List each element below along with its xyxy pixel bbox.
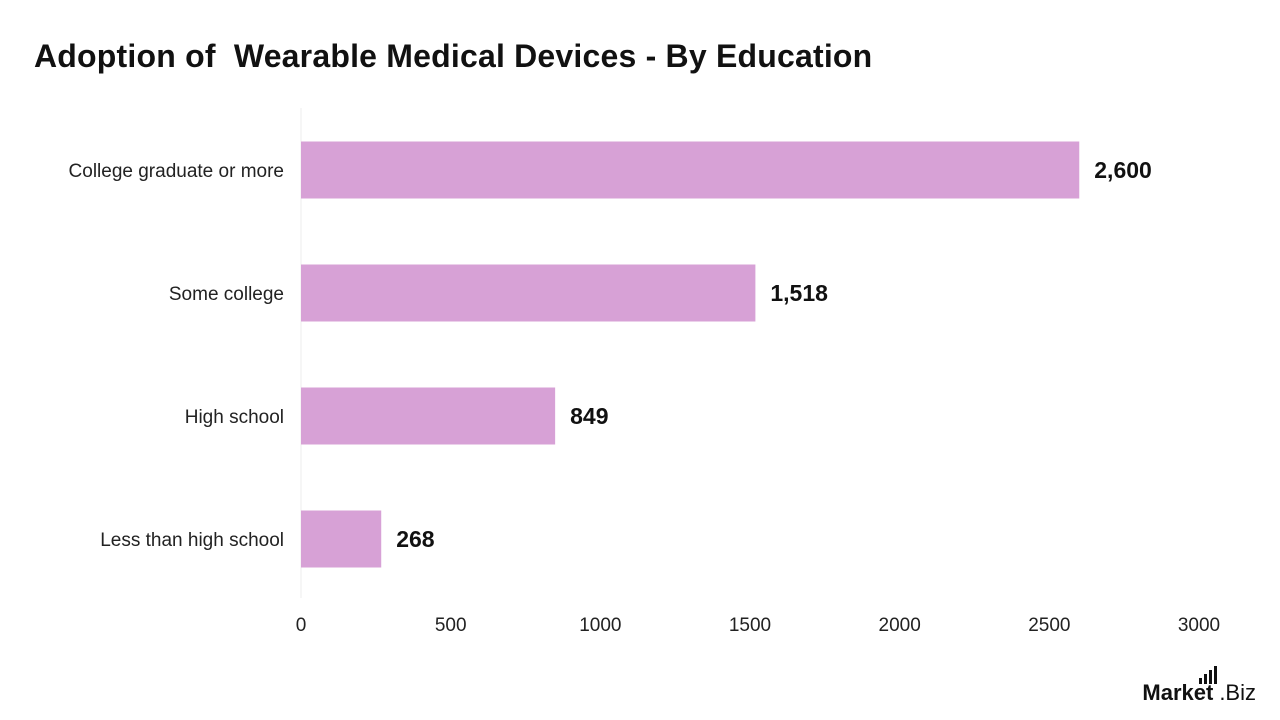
x-axis-ticks: 0 500 1000 1500 2000 2500 3000 — [296, 615, 1220, 636]
bar-high-school — [301, 387, 556, 445]
x-tick-label-0: 0 — [296, 615, 307, 636]
bar-college-graduate-or-more — [301, 141, 1080, 199]
category-labels: College graduate or more Some college High… — [69, 161, 284, 551]
x-tick-label-1000: 1000 — [579, 615, 621, 636]
category-label-high-school: High school — [185, 407, 284, 428]
data-labels: 2,600 1,518 849 268 — [396, 157, 1152, 552]
x-tick-label-2000: 2000 — [879, 615, 921, 636]
category-label-less-than-high-school: Less than high school — [100, 530, 284, 551]
bar-some-college — [301, 264, 756, 322]
bars-group — [301, 141, 1080, 568]
data-label-college-graduate-or-more: 2,600 — [1094, 157, 1152, 183]
data-label-some-college: 1,518 — [770, 280, 828, 306]
data-label-high-school: 849 — [570, 403, 608, 429]
x-tick-label-2500: 2500 — [1028, 615, 1070, 636]
x-tick-label-1500: 1500 — [729, 615, 771, 636]
x-tick-label-500: 500 — [435, 615, 467, 636]
x-tick-label-3000: 3000 — [1178, 615, 1220, 636]
brand-bars-icon — [1199, 666, 1218, 684]
brand-logo: Market .Biz — [1142, 666, 1256, 706]
data-label-less-than-high-school: 268 — [396, 526, 435, 552]
category-label-college-graduate-or-more: College graduate or more — [69, 161, 284, 182]
brand-name-biz: .Biz — [1219, 680, 1256, 705]
bar-less-than-high-school — [301, 510, 382, 568]
brand-name-market: Market — [1142, 680, 1214, 705]
chart-title: Adoption of Wearable Medical Devices - B… — [34, 38, 873, 74]
category-label-some-college: Some college — [169, 284, 284, 305]
